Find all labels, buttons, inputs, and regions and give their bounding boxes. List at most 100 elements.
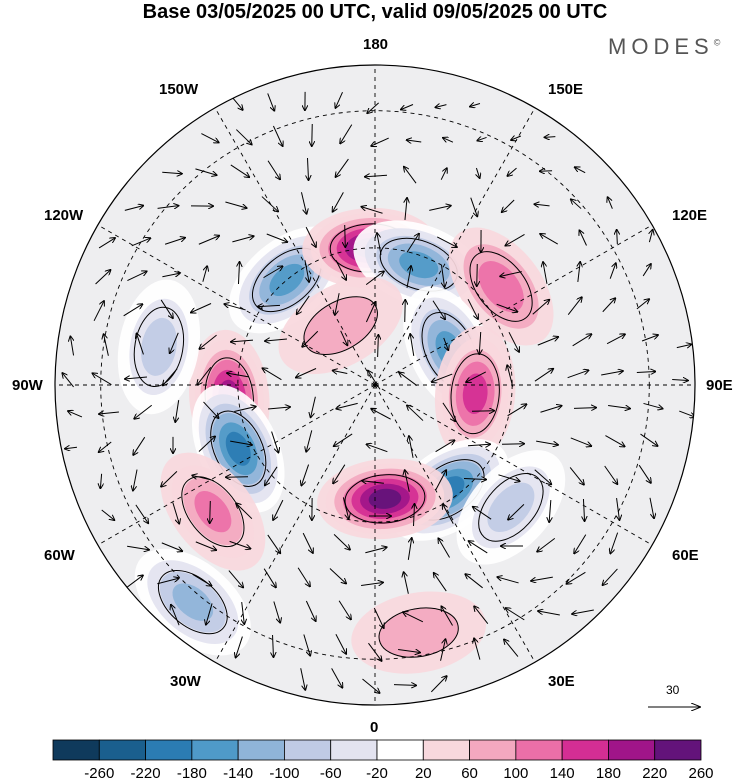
colorbar-swatch	[376, 739, 424, 761]
wind-arrow	[242, 602, 245, 624]
colorbar-label: 100	[503, 765, 529, 782]
wind-arrow	[636, 371, 655, 372]
wind-arrow	[601, 371, 623, 376]
wind-arrow	[377, 233, 382, 255]
wind-arrow	[572, 334, 592, 347]
lon-label-120e: 120E	[672, 207, 708, 224]
wind-arrow	[474, 606, 489, 624]
wind-arrow	[99, 441, 112, 452]
wind-arrow	[273, 601, 280, 622]
wind-arrow	[263, 368, 282, 381]
wind-arrow	[198, 436, 215, 452]
wind-arrow	[160, 299, 173, 318]
wind-arrow	[101, 509, 115, 520]
wind-arrow	[225, 201, 246, 208]
wind-arrow	[617, 230, 618, 245]
wind-arrow	[230, 440, 252, 445]
wind-arrow	[608, 197, 613, 209]
wind-arrow	[438, 539, 450, 558]
wind-arrow	[497, 577, 519, 584]
wind-arrow	[617, 498, 620, 520]
wind-arrow	[133, 469, 138, 491]
wind-arrow	[335, 91, 343, 108]
wind-arrow	[540, 406, 561, 413]
anomaly-center-13	[134, 548, 251, 656]
meridian-line	[97, 384, 376, 546]
wind-arrow	[127, 271, 146, 282]
wind-arrow	[206, 603, 213, 624]
wind-arrow	[507, 404, 527, 417]
lon-label-30w: 30W	[170, 673, 201, 690]
wind-arrow	[679, 410, 694, 417]
wind-arrow	[135, 504, 148, 523]
wind-arrow	[263, 568, 276, 588]
colorbar-label: -220	[130, 765, 161, 782]
wind-arrow	[297, 295, 310, 314]
wind-arrow	[162, 172, 182, 173]
wind-arrow	[393, 685, 416, 686]
wind-arrow	[362, 481, 384, 484]
wind-arrow	[157, 578, 178, 585]
wind-arrow	[430, 676, 446, 693]
colorbar-label: -20	[366, 765, 388, 782]
anomaly-field	[117, 207, 566, 674]
wind-arrow	[361, 582, 383, 585]
lon-label-120w: 120W	[44, 207, 84, 224]
wind-arrow	[268, 407, 290, 409]
wind-arrow	[477, 137, 487, 140]
wind-arrow	[70, 337, 73, 356]
graticule	[55, 65, 695, 705]
colorbar-swatch	[469, 739, 517, 761]
lon-label-180: 180	[363, 36, 389, 53]
wind-arrow	[401, 104, 414, 110]
wind-arrow	[434, 573, 447, 592]
colorbar-label: 140	[549, 765, 575, 782]
colorbar-label: -100	[269, 765, 300, 782]
wind-arrow	[407, 405, 424, 421]
wind-arrow	[414, 504, 415, 527]
wind-arrow	[265, 466, 278, 485]
colorbar-swatch	[52, 739, 100, 761]
wind-arrow	[62, 373, 74, 388]
wind-arrow	[338, 600, 351, 620]
wind-arrow	[536, 440, 558, 445]
wind-arrow	[574, 534, 587, 554]
wind-arrow	[543, 262, 548, 284]
wind-arrow	[570, 437, 591, 446]
wind-arrow	[175, 400, 180, 422]
meridian-line	[214, 107, 376, 386]
wind-arrow	[100, 473, 101, 488]
wind-arrow	[406, 266, 411, 288]
wind-arrow	[273, 499, 284, 520]
wind-arrow	[234, 407, 255, 412]
wind-arrow	[537, 537, 556, 551]
wind-arrow	[333, 534, 350, 549]
wind-arrow	[441, 265, 444, 287]
wind-arrow	[403, 612, 424, 623]
wind-arrow	[303, 634, 310, 655]
wind-arrow	[171, 605, 180, 626]
wind-arrow	[404, 167, 417, 184]
wind-arrow	[236, 636, 243, 658]
wind-arrow	[531, 576, 553, 581]
reference-vector-label: 30	[666, 683, 680, 697]
wind-arrow	[163, 368, 178, 386]
anomaly-center-16	[351, 591, 486, 674]
wind-arrow	[643, 402, 662, 408]
wind-arrow	[532, 300, 550, 315]
wind-arrow	[340, 330, 348, 345]
wind-arrow	[302, 532, 313, 553]
wind-arrow	[172, 502, 179, 523]
lon-label-150w: 150W	[159, 81, 199, 98]
wind-arrow	[199, 334, 217, 349]
wind-arrow	[534, 204, 550, 206]
wind-arrow	[567, 571, 586, 583]
colorbar-swatch	[561, 739, 609, 761]
lon-label-30e: 30E	[548, 673, 575, 690]
colorbar-swatch	[422, 739, 470, 761]
wind-arrow	[571, 199, 582, 209]
colorbar-swatch	[515, 739, 563, 761]
wind-arrow	[640, 433, 658, 446]
wind-arrow	[407, 140, 422, 142]
